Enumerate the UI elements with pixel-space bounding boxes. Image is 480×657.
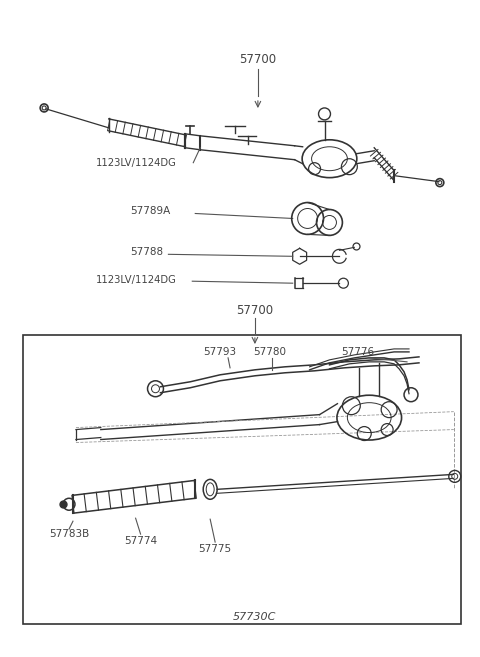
Text: 57730C: 57730C xyxy=(233,612,276,622)
Text: 1123LV/1124DG: 1123LV/1124DG xyxy=(96,275,177,285)
Text: 57775: 57775 xyxy=(199,544,232,554)
Text: 1123LV/1124DG: 1123LV/1124DG xyxy=(96,158,177,168)
Text: 57780: 57780 xyxy=(253,347,287,357)
Text: 57700: 57700 xyxy=(236,304,274,317)
Bar xyxy=(23,335,461,623)
Text: 57783B: 57783B xyxy=(49,529,89,539)
Text: 57788: 57788 xyxy=(131,247,164,258)
Text: 57774: 57774 xyxy=(124,536,157,546)
Text: 57700: 57700 xyxy=(240,53,276,66)
Text: 57776: 57776 xyxy=(341,347,374,357)
Text: 57793: 57793 xyxy=(204,347,237,357)
Text: 57789A: 57789A xyxy=(131,206,171,215)
